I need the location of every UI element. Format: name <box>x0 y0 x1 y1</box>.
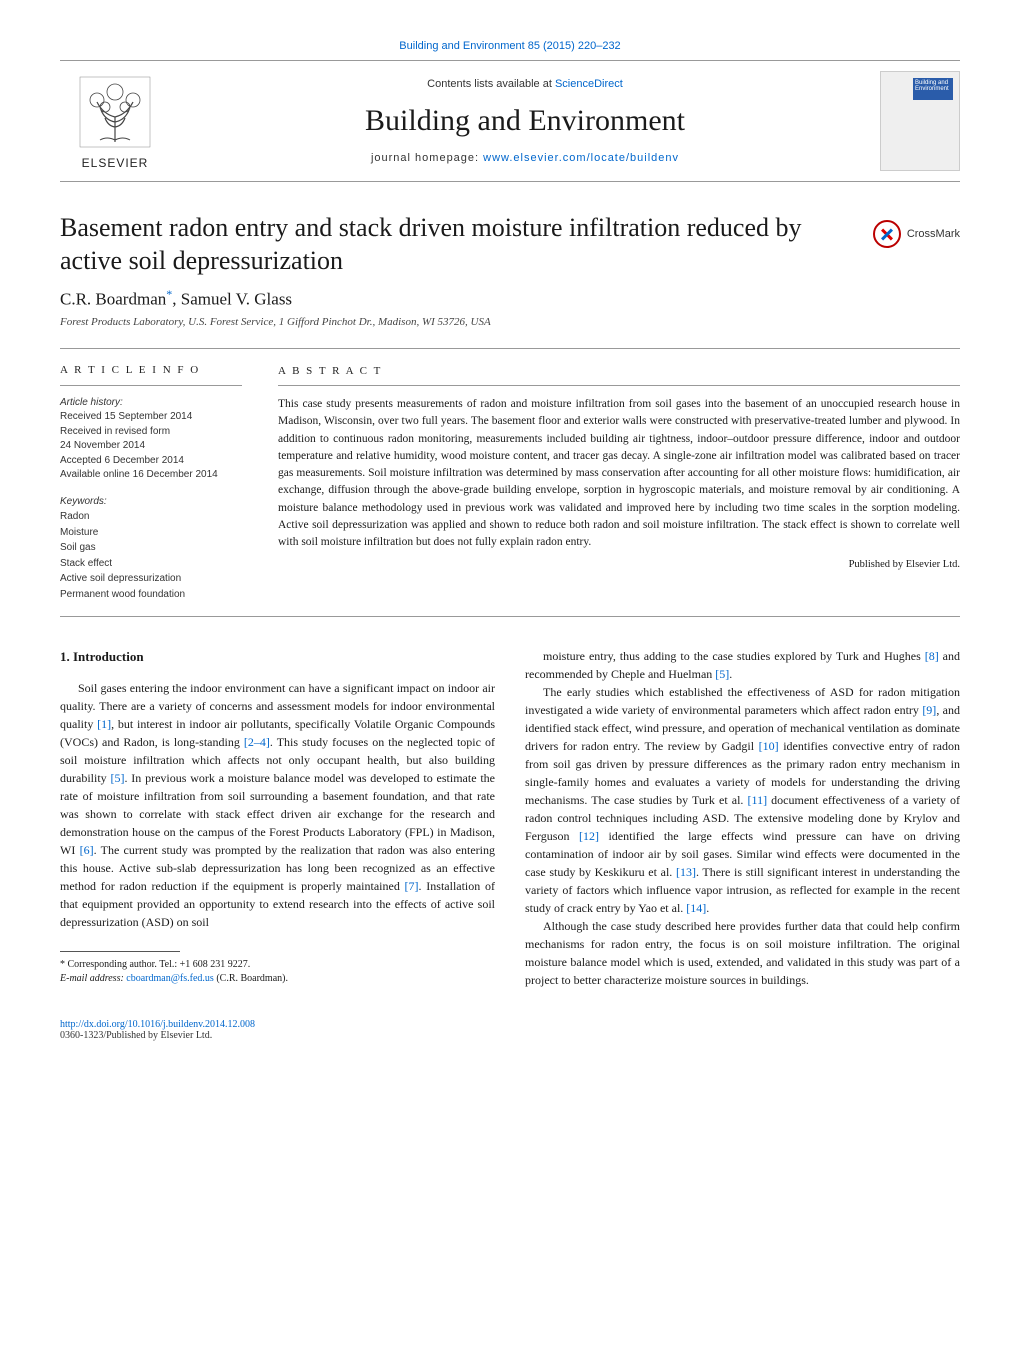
abstract-column: A B S T R A C T This case study presents… <box>260 349 960 616</box>
masthead: ELSEVIER Contents lists available at Sci… <box>60 60 960 182</box>
article-info-row: A R T I C L E I N F O Article history: R… <box>60 348 960 617</box>
body-paragraph: The early studies which established the … <box>525 683 960 917</box>
cover-band: Building and Environment <box>913 78 953 100</box>
journal-homepage: journal homepage: www.elsevier.com/locat… <box>170 152 880 164</box>
keywords-list: Radon Moisture Soil gas Stack effect Act… <box>60 510 242 602</box>
affiliation: Forest Products Laboratory, U.S. Forest … <box>60 316 960 328</box>
elsevier-tree-icon <box>75 72 155 152</box>
publisher-line: Published by Elsevier Ltd. <box>278 557 960 573</box>
history-label: Article history: <box>60 396 242 411</box>
history-line: 24 November 2014 <box>60 439 242 454</box>
page-footer: http://dx.doi.org/10.1016/j.buildenv.201… <box>60 1019 960 1041</box>
keyword: Radon <box>60 510 242 525</box>
history-line: Received 15 September 2014 <box>60 410 242 425</box>
article-info-sidebar: A R T I C L E I N F O Article history: R… <box>60 349 260 616</box>
contents-available: Contents lists available at ScienceDirec… <box>170 78 880 90</box>
corresponding-author-note: * Corresponding author. Tel.: +1 608 231… <box>60 958 495 972</box>
masthead-center: Contents lists available at ScienceDirec… <box>170 64 880 178</box>
history-line: Received in revised form <box>60 425 242 440</box>
article-title: Basement radon entry and stack driven mo… <box>60 212 853 277</box>
keyword: Stack effect <box>60 557 242 572</box>
body-paragraph: Soil gases entering the indoor environme… <box>60 679 495 931</box>
abstract-heading: A B S T R A C T <box>278 363 960 387</box>
body-paragraph: moisture entry, thus adding to the case … <box>525 647 960 683</box>
doi-link[interactable]: http://dx.doi.org/10.1016/j.buildenv.201… <box>60 1019 255 1030</box>
history-line: Available online 16 December 2014 <box>60 468 242 483</box>
body-paragraph: Although the case study described here p… <box>525 917 960 989</box>
journal-cover-thumbnail: Building and Environment <box>880 71 960 171</box>
sciencedirect-link[interactable]: ScienceDirect <box>555 78 623 90</box>
keywords-label: Keywords: <box>60 495 242 510</box>
abstract-text: This case study presents measurements of… <box>278 396 960 551</box>
elsevier-logo: ELSEVIER <box>60 61 170 181</box>
footnote-separator <box>60 951 180 952</box>
elsevier-name: ELSEVIER <box>82 156 149 170</box>
title-row: Basement radon entry and stack driven mo… <box>60 212 960 277</box>
keyword: Permanent wood foundation <box>60 588 242 603</box>
section-heading: 1. Introduction <box>60 647 495 667</box>
keyword: Moisture <box>60 526 242 541</box>
homepage-url[interactable]: www.elsevier.com/locate/buildenv <box>483 152 679 164</box>
article-info-heading: A R T I C L E I N F O <box>60 363 242 386</box>
body-columns: 1. Introduction Soil gases entering the … <box>60 647 960 989</box>
authors-line: C.R. Boardman*, Samuel V. Glass <box>60 287 960 310</box>
journal-reference[interactable]: Building and Environment 85 (2015) 220–2… <box>60 40 960 52</box>
keyword: Active soil depressurization <box>60 572 242 587</box>
crossmark-badge[interactable]: CrossMark <box>873 220 960 248</box>
history-line: Accepted 6 December 2014 <box>60 454 242 469</box>
keyword: Soil gas <box>60 541 242 556</box>
email-line: E-mail address: cboardman@fs.fed.us (C.R… <box>60 972 495 986</box>
journal-title: Building and Environment <box>170 104 880 138</box>
email-link[interactable]: cboardman@fs.fed.us <box>126 973 214 984</box>
crossmark-icon <box>873 220 901 248</box>
copyright-line: 0360-1323/Published by Elsevier Ltd. <box>60 1030 212 1041</box>
footnote-block: * Corresponding author. Tel.: +1 608 231… <box>60 958 495 986</box>
